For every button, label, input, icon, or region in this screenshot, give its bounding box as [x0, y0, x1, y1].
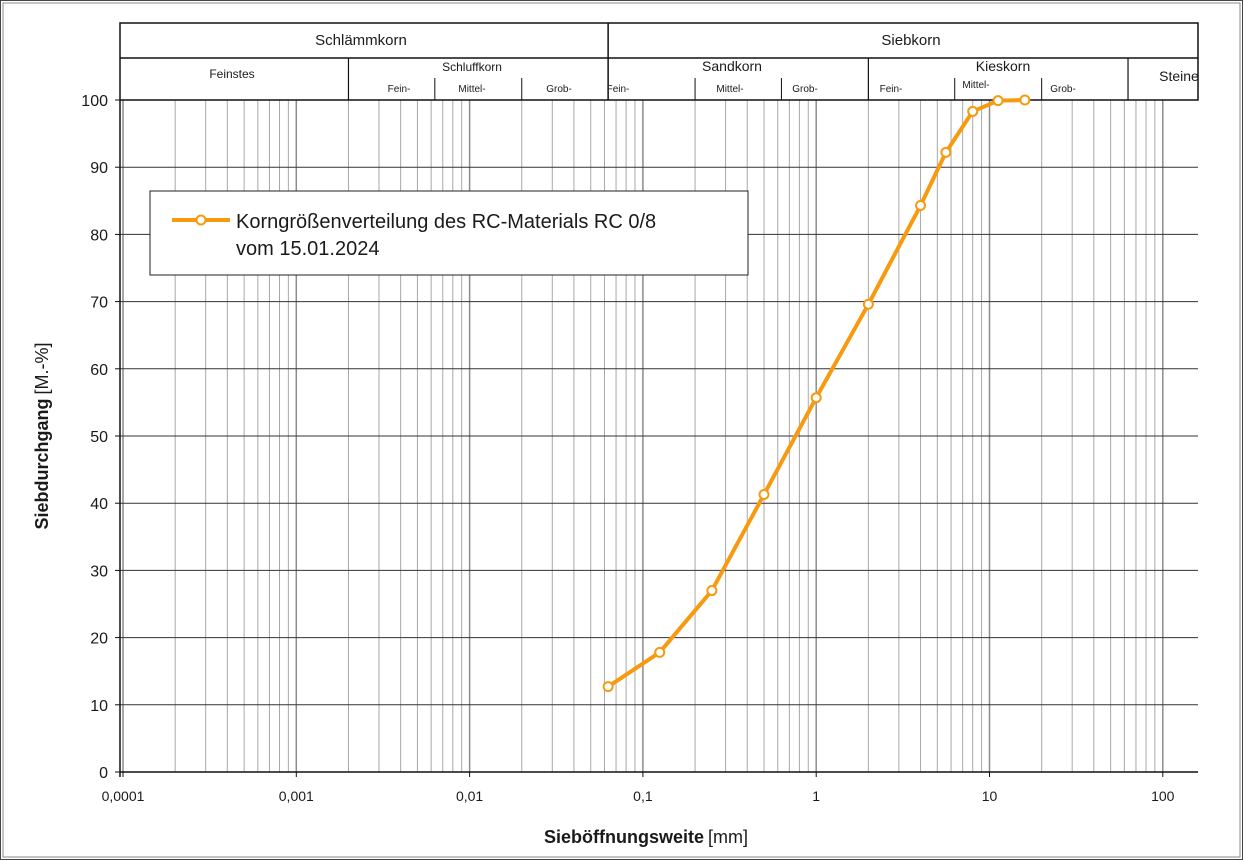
- legend: Korngrößenverteilung des RC-Materials RC…: [149, 190, 749, 276]
- header-schlaemmkorn: Schlämmkorn: [315, 32, 407, 49]
- data-point: [810, 392, 822, 404]
- x-tick-label: 10: [982, 788, 998, 804]
- y-tick-label: 100: [81, 93, 108, 110]
- data-point: [654, 646, 666, 658]
- data-point: [706, 585, 718, 597]
- header-sand-grob: Grob-: [792, 84, 818, 95]
- data-point: [862, 298, 874, 310]
- y-axis-title-bold: Siebdurchgang: [32, 398, 52, 529]
- data-point: [940, 146, 952, 158]
- x-tick-labels: 0,0001 0,001 0,01 0,1 1 10 100: [102, 788, 1175, 804]
- y-tick-label: 80: [90, 227, 108, 244]
- x-axis-title-unit: [mm]: [708, 827, 748, 847]
- y-tick-labels: 0 10 20 30 40 50 60 70 80 90 100: [81, 93, 108, 782]
- header-kieskorn: Kieskorn: [976, 58, 1030, 74]
- y-tick-label: 70: [90, 295, 108, 312]
- y-tick-label: 10: [90, 698, 108, 715]
- y-tick-label: 20: [90, 631, 108, 648]
- header-frame: [119, 22, 1199, 101]
- x-axis-title-bold: Sieböffnungsweite: [544, 827, 704, 847]
- header-schluffkorn: Schluffkorn: [442, 60, 502, 74]
- y-tick-label: 60: [90, 362, 108, 379]
- header-schluff-mittel: Mittel-: [458, 84, 485, 95]
- header-sand-mittel: Mittel-: [716, 84, 743, 95]
- header-kies-grob: Grob-: [1050, 84, 1076, 95]
- data-point: [1019, 94, 1031, 106]
- classification-header: [119, 22, 1199, 101]
- y-axis-title: Siebdurchgang [M.-%]: [32, 342, 52, 529]
- header-schluff-grob: Grob-: [546, 84, 572, 95]
- x-tick-label: 1: [812, 788, 820, 804]
- legend-label-line2: vom 15.01.2024: [236, 238, 379, 260]
- data-point: [967, 105, 979, 117]
- legend-label-line1: Korngrößenverteilung des RC-Materials RC…: [236, 211, 656, 233]
- header-steine: Steine: [1159, 68, 1199, 84]
- header-schluff-fein: Fein-: [388, 84, 411, 95]
- legend-marker-sample: [195, 214, 207, 226]
- y-tick-label: 40: [90, 496, 108, 513]
- x-tick-label: 0,01: [456, 788, 483, 804]
- axes: [115, 99, 1198, 777]
- y-tick-label: 50: [90, 429, 108, 446]
- x-axis-title: Sieböffnungsweite [mm]: [544, 827, 748, 847]
- data-series: [602, 94, 1031, 693]
- x-tick-label: 100: [1151, 788, 1175, 804]
- x-tick-label: 0,0001: [102, 788, 145, 804]
- data-point: [602, 681, 614, 693]
- data-point: [992, 95, 1004, 107]
- header-feinstes: Feinstes: [209, 67, 254, 81]
- data-point: [758, 488, 770, 500]
- data-point: [915, 200, 927, 212]
- x-tick-label: 0,1: [633, 788, 653, 804]
- header-kies-fein: Fein-: [880, 84, 903, 95]
- y-tick-label: 90: [90, 160, 108, 177]
- header-siebkorn: Siebkorn: [881, 32, 940, 49]
- y-tick-label: 30: [90, 563, 108, 580]
- y-axis-title-unit: [M.-%]: [32, 342, 52, 394]
- header-sandkorn: Sandkorn: [702, 58, 762, 74]
- y-tick-label: 0: [99, 765, 108, 782]
- header-kies-mittel: Mittel-: [962, 80, 989, 91]
- header-sand-fein: Fein-: [607, 84, 630, 95]
- x-tick-label: 0,001: [279, 788, 314, 804]
